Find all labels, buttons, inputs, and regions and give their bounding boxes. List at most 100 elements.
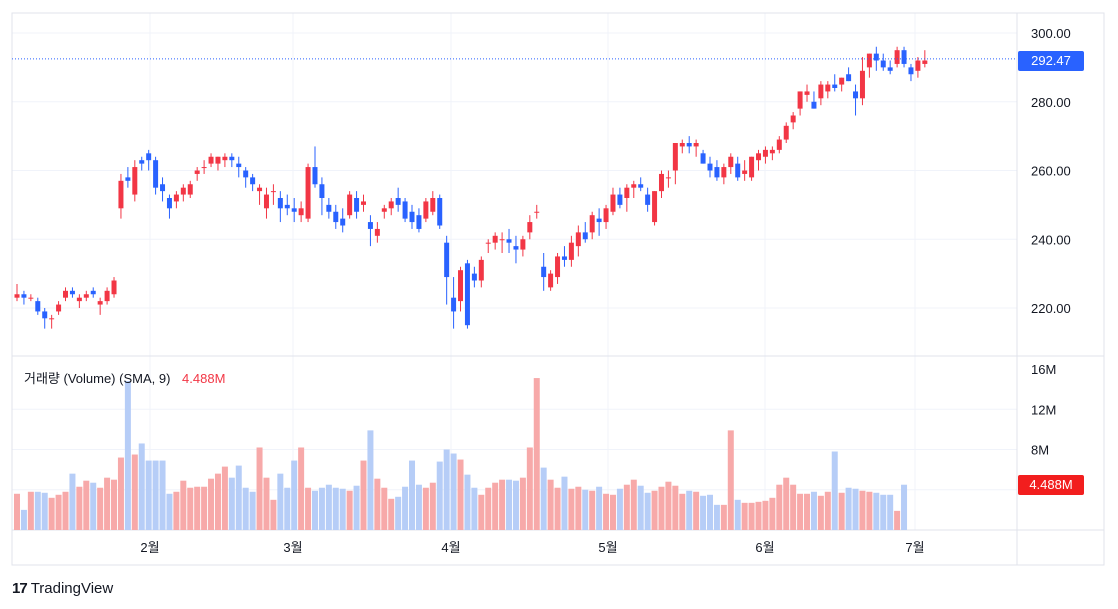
candle[interactable] — [388, 198, 394, 216]
volume-bar[interactable] — [318, 487, 325, 530]
candle[interactable] — [485, 239, 491, 253]
volume-bar[interactable] — [707, 494, 713, 530]
volume-bar[interactable] — [623, 484, 630, 530]
candle[interactable] — [464, 259, 470, 329]
candle[interactable] — [762, 146, 768, 164]
volume-bar[interactable] — [381, 487, 388, 530]
volume-bar[interactable] — [353, 485, 360, 530]
volume-bar[interactable] — [727, 430, 734, 530]
candle[interactable] — [395, 187, 401, 212]
volume-bar[interactable] — [783, 477, 790, 530]
volume-bar[interactable] — [346, 490, 353, 530]
volume-bar[interactable] — [201, 486, 208, 530]
candle[interactable] — [894, 46, 900, 68]
candle[interactable] — [194, 167, 200, 181]
candle[interactable] — [173, 191, 179, 209]
volume-bar[interactable] — [790, 484, 797, 530]
volume-bar[interactable] — [214, 473, 221, 530]
volume-bar[interactable] — [512, 480, 519, 530]
volume-bar[interactable] — [20, 509, 27, 530]
volume-bar[interactable] — [637, 485, 644, 530]
volume-bar[interactable] — [256, 447, 263, 530]
candle[interactable] — [735, 156, 741, 181]
volume-bar[interactable] — [124, 381, 131, 530]
candle[interactable] — [756, 149, 762, 171]
candle[interactable] — [229, 153, 235, 168]
candle[interactable] — [236, 156, 242, 178]
candle[interactable] — [35, 297, 41, 315]
volume-bar[interactable] — [332, 487, 339, 530]
volume-bar[interactable] — [450, 453, 457, 530]
volume-bar[interactable] — [388, 498, 395, 530]
candle[interactable] — [859, 57, 865, 106]
volume-bar[interactable] — [658, 486, 665, 530]
candle[interactable] — [610, 187, 616, 216]
candle[interactable] — [326, 198, 332, 219]
volume-bar[interactable] — [76, 486, 83, 530]
candle[interactable] — [700, 149, 706, 164]
volume-bar[interactable] — [845, 487, 852, 530]
tradingview-brand[interactable]: 17 TradingView — [12, 577, 113, 599]
candle[interactable] — [402, 198, 408, 223]
candle[interactable] — [555, 253, 561, 284]
candle[interactable] — [520, 235, 526, 257]
candle[interactable] — [534, 204, 540, 219]
candle[interactable] — [208, 153, 214, 168]
volume-bar[interactable] — [700, 495, 707, 530]
candle[interactable] — [291, 198, 297, 223]
candle[interactable] — [284, 194, 290, 216]
volume-bar[interactable] — [311, 490, 318, 530]
candle[interactable] — [853, 84, 859, 116]
volume-bar[interactable] — [838, 492, 845, 530]
candle[interactable] — [818, 81, 824, 106]
candle[interactable] — [769, 146, 775, 161]
candle[interactable] — [104, 287, 110, 305]
volume-bar[interactable] — [429, 482, 436, 530]
volume-bar[interactable] — [582, 489, 589, 530]
volume-bar[interactable] — [831, 451, 838, 530]
candle[interactable] — [340, 208, 346, 233]
volume-bar[interactable] — [824, 491, 831, 530]
volume-bar[interactable] — [69, 473, 76, 530]
volume-bar[interactable] — [734, 499, 741, 530]
candle[interactable] — [76, 294, 82, 308]
candle[interactable] — [146, 149, 152, 171]
candle[interactable] — [298, 201, 304, 223]
volume-bar[interactable] — [263, 477, 270, 530]
volume-bar[interactable] — [644, 492, 651, 530]
candle[interactable] — [499, 232, 505, 253]
volume-bar[interactable] — [291, 460, 298, 530]
volume-bar[interactable] — [83, 480, 90, 530]
volume-bar[interactable] — [41, 492, 48, 530]
volume-bar[interactable] — [741, 502, 748, 530]
candle[interactable] — [305, 163, 311, 223]
volume-bar[interactable] — [686, 490, 693, 530]
candle[interactable] — [541, 253, 547, 291]
candle[interactable] — [478, 256, 484, 288]
candle[interactable] — [672, 143, 678, 185]
volume-bar[interactable] — [596, 486, 603, 530]
volume-bar[interactable] — [894, 510, 901, 530]
candle[interactable] — [437, 194, 443, 229]
volume-bar[interactable] — [367, 430, 374, 530]
candle[interactable] — [617, 187, 623, 209]
candle[interactable] — [658, 170, 664, 199]
candle[interactable] — [423, 198, 429, 223]
volume-bar[interactable] — [485, 487, 492, 530]
candle[interactable] — [742, 160, 748, 181]
volume-bar[interactable] — [48, 497, 55, 530]
volume-bar[interactable] — [873, 492, 880, 530]
candle[interactable] — [153, 156, 159, 195]
candle[interactable] — [631, 180, 637, 198]
candle[interactable] — [166, 194, 172, 219]
candle[interactable] — [901, 46, 907, 68]
volume-bar[interactable] — [131, 454, 138, 530]
volume-bar[interactable] — [55, 494, 62, 530]
volume-bar[interactable] — [506, 479, 513, 530]
candle[interactable] — [83, 290, 89, 302]
candle[interactable] — [187, 180, 193, 198]
candle[interactable] — [707, 156, 713, 178]
candle[interactable] — [367, 215, 373, 247]
candle[interactable] — [49, 314, 55, 329]
volume-bar[interactable] — [111, 479, 118, 530]
